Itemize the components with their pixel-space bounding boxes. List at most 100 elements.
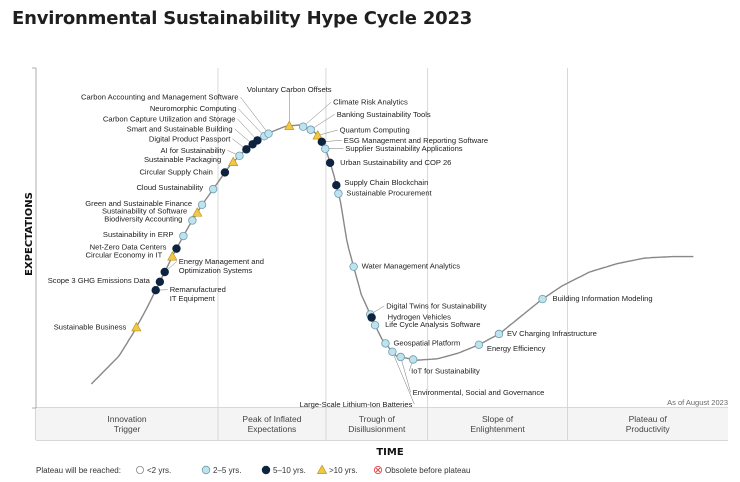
technology-item: EV Charging Infrastructure (494, 329, 597, 339)
phase-label: Plateau of Productivity (626, 414, 671, 434)
technology-item: Sustainable Business (54, 321, 142, 332)
technology-item: Digital Product Passport (149, 134, 251, 154)
technology-marker (179, 231, 188, 241)
technology-item: Hydrogen Vehicles (367, 313, 451, 322)
leader-line (400, 356, 411, 393)
technology-item: Climate Risk Analytics (298, 98, 408, 131)
technology-marker (332, 180, 341, 190)
technology-label: Carbon Accounting and Management Softwar… (81, 93, 238, 102)
technology-label: Carbon Capture Utilization and Storage (103, 114, 236, 123)
technology-marker (321, 144, 330, 153)
phase-label: Trough of Disillusionment (348, 414, 406, 434)
leader-line (302, 101, 332, 127)
technology-item: Net-Zero Data Centers (90, 243, 181, 253)
as-of-note: As of August 2023 (667, 398, 728, 407)
technology-item: Water Management Analytics (349, 262, 460, 271)
technology-marker (160, 267, 169, 277)
technology-marker (381, 339, 390, 348)
legend-marker (316, 464, 328, 474)
technology-label: ESG Management and Reporting Software (344, 136, 488, 145)
technology-marker (284, 120, 295, 130)
legend-item: 2–5 yrs. (201, 465, 241, 475)
technology-label: Building Information Modeling (553, 294, 653, 303)
technology-label: Banking Sustainability Tools (337, 110, 431, 119)
technology-marker (167, 251, 178, 261)
technology-marker (188, 216, 197, 225)
technology-item: Supply Chain Blockchain (332, 178, 428, 190)
technology-label: Life Cycle Analysis Software (385, 320, 480, 329)
technology-item: ESG Management and Reporting Software (317, 136, 488, 146)
phase-labels: Innovation Trigger Peak of Inflated Expecta… (107, 414, 670, 434)
technology-marker (408, 355, 418, 364)
technology-label: Sustainability in ERP (103, 230, 174, 239)
technology-label: Digital Twins for Sustainability (386, 301, 487, 310)
technology-item: Remanufactured IT Equipment (151, 285, 226, 303)
technology-marker (317, 137, 326, 146)
legend-item: Obsolete before plateau (373, 465, 470, 475)
technology-marker (325, 158, 335, 167)
technology-item: Urban Sustainability and COP 26 (325, 158, 451, 167)
technology-marker (306, 125, 315, 134)
technology-marker (264, 129, 273, 138)
technology-label: Environmental, Social and Governance (413, 388, 545, 397)
technology-marker (370, 321, 380, 330)
technology-marker (538, 294, 547, 304)
technology-label: Scope 3 GHG Emissions Data (48, 276, 151, 285)
technology-label: Voluntary Carbon Offsets (247, 85, 332, 94)
technology-item: Energy Efficiency (474, 340, 546, 353)
technology-marker (474, 340, 484, 349)
technology-label: Sustainable Procurement (346, 189, 432, 198)
technology-marker (334, 189, 343, 198)
technology-label: Supply Chain Blockchain (344, 178, 428, 187)
technology-marker (242, 145, 251, 154)
technology-label: Energy Management and Optimization System… (179, 257, 264, 275)
technology-label: Circular Economy in IT (86, 251, 163, 260)
technology-item: Circular Supply Chain (139, 167, 230, 177)
technology-label: Circular Supply Chain (139, 167, 212, 176)
leader-line (240, 97, 269, 134)
technology-marker (396, 352, 405, 362)
leader-line (317, 129, 338, 136)
technology-label: Neuromorphic Computing (150, 104, 237, 113)
legend-marker-cross (375, 467, 381, 473)
technology-item: Cloud Sustainability (136, 183, 218, 194)
technology-marker (235, 151, 244, 160)
technology-item: IoT for Sustainability (408, 355, 480, 376)
leader-line (238, 108, 265, 137)
technology-item: Energy Management and Optimization System… (160, 257, 264, 277)
technology-label: Net-Zero Data Centers (90, 243, 167, 252)
technology-label: EV Charging Infrastructure (507, 329, 597, 338)
legend-marker (201, 465, 211, 475)
technology-marker (131, 321, 142, 332)
technology-item: Life Cycle Analysis Software (370, 320, 480, 330)
legend-item: <2 yrs. (135, 465, 171, 475)
technology-marker (367, 313, 376, 322)
leader-line (392, 351, 415, 405)
technology-item: Carbon Capture Utilization and Storage (103, 114, 262, 145)
technology-marker (208, 184, 218, 194)
page-title: Environmental Sustainability Hype Cycle … (12, 8, 473, 29)
technology-item: Banking Sustainability Tools (306, 110, 431, 134)
legend-title: Plateau will be reached: (36, 466, 121, 475)
technology-label: Large-Scale Lithium-Ion Batteries (300, 400, 413, 409)
technology-label: IoT for Sustainability (411, 367, 480, 376)
technology-label: Geospatial Platform (393, 338, 460, 347)
leader-line (237, 118, 258, 141)
legend-item: 5–10 yrs. (261, 465, 306, 475)
technology-marker (220, 168, 230, 177)
legend-marker (135, 465, 144, 474)
legend: Plateau will be reached: <2 yrs. 2–5 yrs. 5… (36, 464, 470, 475)
technology-item: Sustainable Procurement (334, 189, 433, 198)
phase-label: Peak of Inflated Expectations (242, 414, 301, 434)
technology-label: AI for Sustainability (160, 146, 225, 155)
technology-label: Digital Product Passport (149, 134, 231, 143)
phase-label: Innovation Trigger (107, 414, 146, 434)
technology-item: AI for Sustainability (160, 146, 244, 160)
technology-marker (155, 277, 165, 286)
technology-label: Supplier Sustainability Applications (345, 144, 463, 153)
technology-label: Quantum Computing (340, 126, 410, 135)
technology-label: Urban Sustainability and COP 26 (340, 158, 451, 167)
technology-marker (312, 130, 323, 140)
technology-marker (197, 200, 207, 209)
